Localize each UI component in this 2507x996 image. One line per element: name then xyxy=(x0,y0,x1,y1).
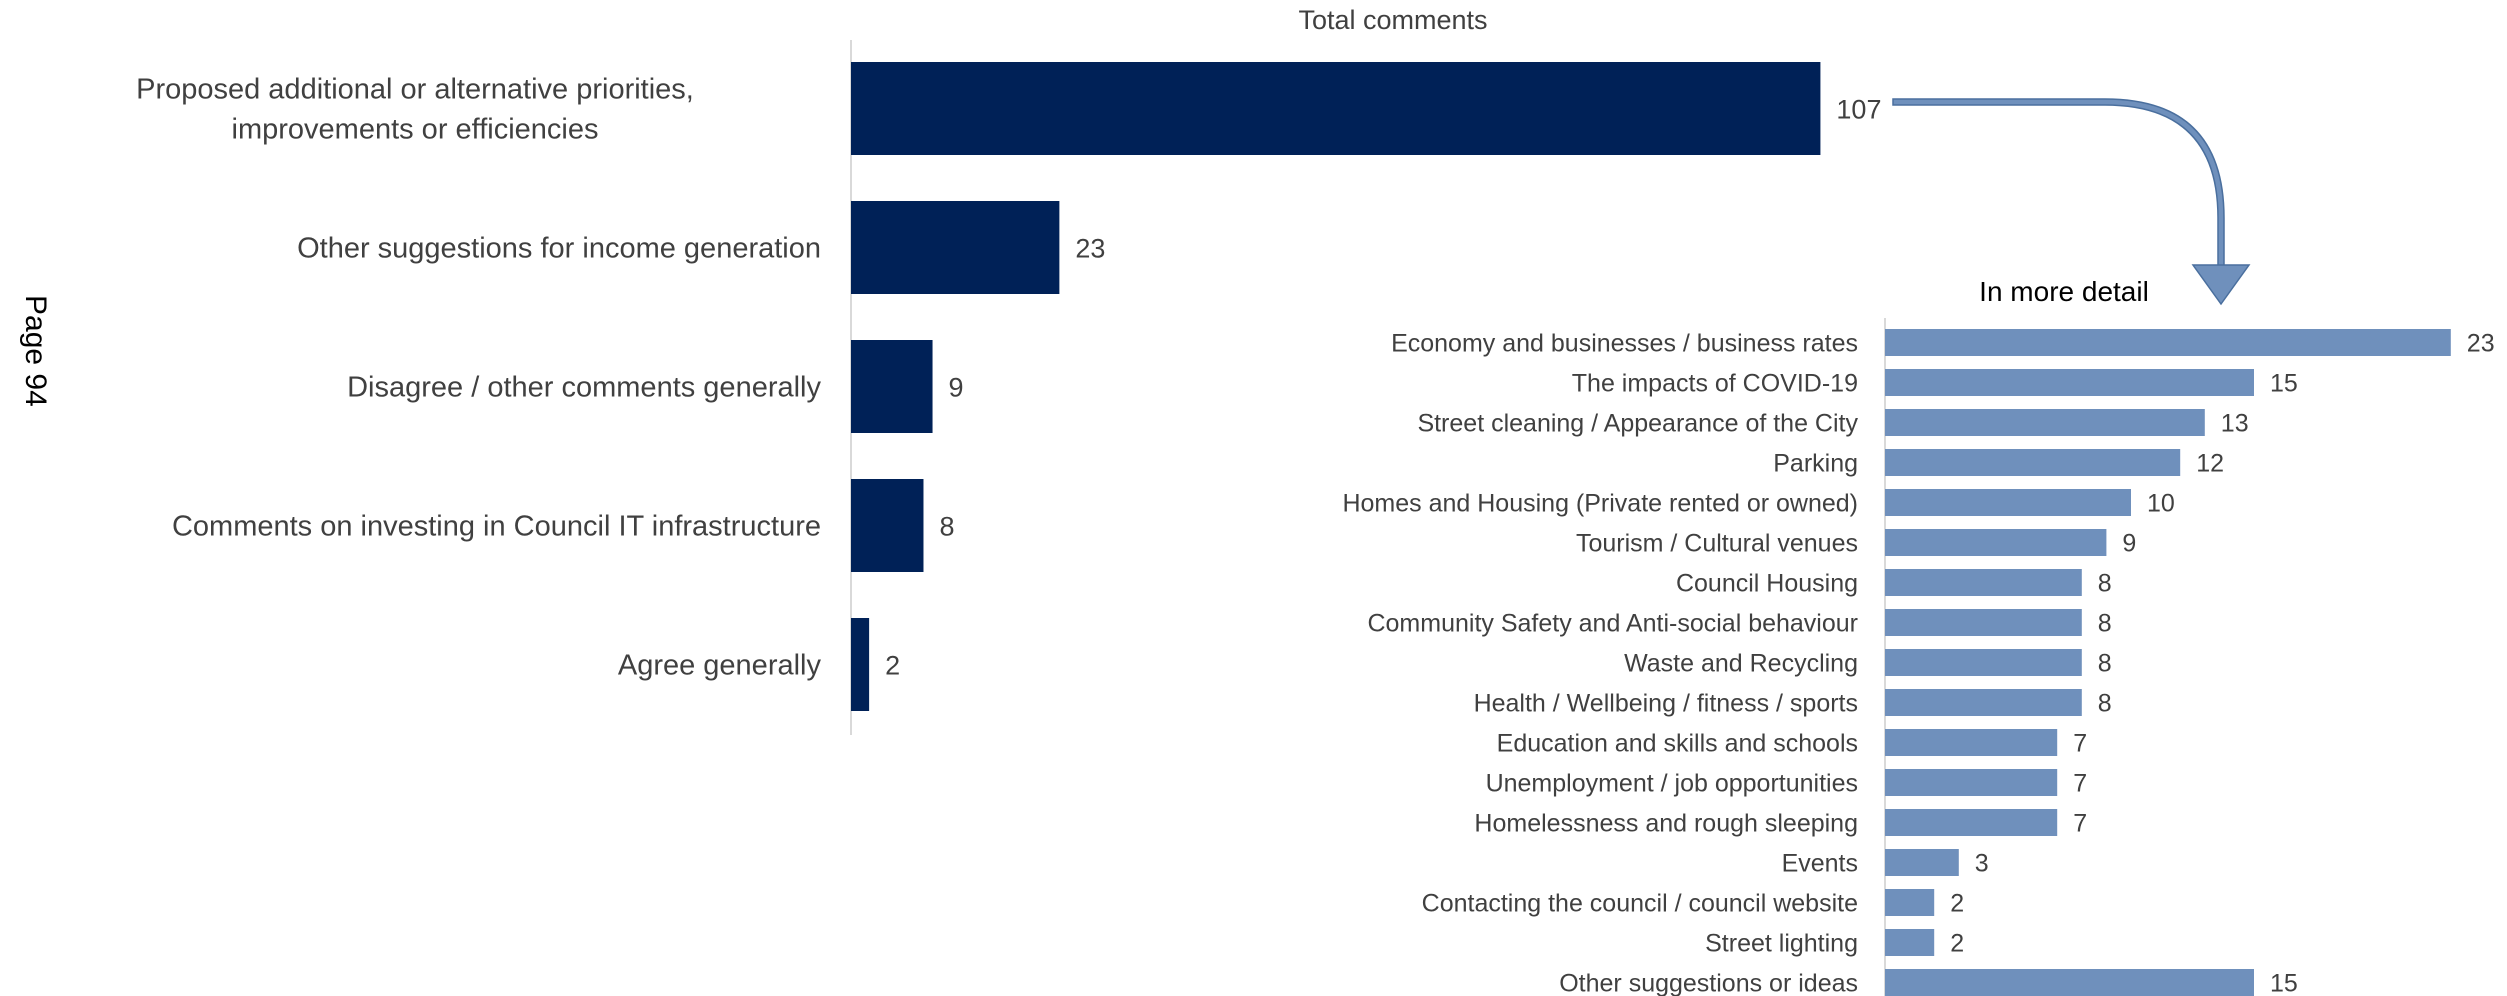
detail-data-label: 2 xyxy=(1950,890,1964,918)
detail-chart: In more detail Economy and businesses / b… xyxy=(1342,276,2495,996)
detail-data-label: 15 xyxy=(2270,970,2298,996)
main-bar xyxy=(851,62,1821,155)
detail-bar xyxy=(1885,889,1935,916)
main-data-label: 107 xyxy=(1836,95,1881,125)
main-data-label: 2 xyxy=(885,651,900,681)
detail-data-label: 7 xyxy=(2073,810,2087,838)
arrow-shaft xyxy=(1892,98,2225,269)
detail-category-label: Other suggestions or ideas xyxy=(1559,970,1858,996)
detail-data-label: 3 xyxy=(1975,850,1989,878)
detail-bar xyxy=(1885,729,2058,756)
total-comments-chart: Total comments Proposed additional or alt… xyxy=(136,5,1881,735)
detail-category-label: Waste and Recycling xyxy=(1624,650,1858,678)
main-bar xyxy=(851,618,870,711)
detail-category-label: Street lighting xyxy=(1705,930,1858,958)
detail-category-label: Community Safety and Anti-social behavio… xyxy=(1367,610,1858,638)
detail-bar xyxy=(1885,329,2451,356)
detail-bar xyxy=(1885,769,2058,796)
detail-data-label: 7 xyxy=(2073,770,2087,798)
detail-data-label: 10 xyxy=(2147,490,2175,518)
main-data-label: 9 xyxy=(949,373,964,403)
detail-category-label: Council Housing xyxy=(1676,570,1858,598)
detail-bar xyxy=(1885,809,2058,836)
detail-data-label: 23 xyxy=(2467,330,2495,358)
detail-category-label: Street cleaning / Appearance of the City xyxy=(1417,410,1858,438)
detail-bar xyxy=(1885,649,2082,676)
detail-bar xyxy=(1885,529,2107,556)
detail-data-label: 7 xyxy=(2073,730,2087,758)
detail-category-label: Tourism / Cultural venues xyxy=(1576,530,1858,558)
detail-bar xyxy=(1885,609,2082,636)
detail-bar xyxy=(1885,409,2205,436)
detail-bar xyxy=(1885,929,1935,956)
detail-category-label: Parking xyxy=(1773,450,1858,478)
main-bar xyxy=(851,479,924,572)
main-category-label: Proposed additional or alternative prior… xyxy=(136,74,694,146)
detail-bar xyxy=(1885,449,2181,476)
main-bar xyxy=(851,201,1060,294)
detail-category-label: Health / Wellbeing / fitness / sports xyxy=(1474,690,1858,718)
main-category-label: Comments on investing in Council IT infr… xyxy=(172,511,821,543)
detail-data-label: 8 xyxy=(2098,650,2112,678)
main-category-label: Agree generally xyxy=(618,650,822,682)
detail-chart-title: In more detail xyxy=(1979,276,2149,307)
detail-category-label: Economy and businesses / business rates xyxy=(1391,330,1858,358)
detail-bar xyxy=(1885,689,2082,716)
detail-category-label: Unemployment / job opportunities xyxy=(1486,770,1858,798)
main-bar xyxy=(851,340,933,433)
detail-bar xyxy=(1885,489,2131,516)
detail-category-label: Contacting the council / council website xyxy=(1422,890,1858,918)
main-data-label: 8 xyxy=(939,512,954,542)
main-data-label: 23 xyxy=(1075,234,1105,264)
detail-data-label: 8 xyxy=(2098,570,2112,598)
detail-bar xyxy=(1885,849,1959,876)
detail-category-label: The impacts of COVID-19 xyxy=(1572,370,1858,398)
detail-bar xyxy=(1885,969,2254,996)
detail-category-label: Education and skills and schools xyxy=(1497,730,1858,758)
main-chart-title: Total comments xyxy=(1298,5,1487,35)
detail-data-label: 8 xyxy=(2098,610,2112,638)
detail-data-label: 8 xyxy=(2098,690,2112,718)
detail-data-label: 15 xyxy=(2270,370,2298,398)
detail-category-label: Homelessness and rough sleeping xyxy=(1474,810,1858,838)
detail-category-label: Events xyxy=(1782,850,1858,878)
detail-bar xyxy=(1885,569,2082,596)
arrow-head xyxy=(2191,264,2251,306)
main-category-label: Disagree / other comments generally xyxy=(347,372,821,404)
detail-data-label: 9 xyxy=(2122,530,2136,558)
detail-bar xyxy=(1885,369,2254,396)
detail-category-label: Homes and Housing (Private rented or own… xyxy=(1342,490,1858,518)
page-number-text: Page 94 xyxy=(19,295,52,407)
detail-data-label: 12 xyxy=(2196,450,2224,478)
main-category-label: Other suggestions for income generation xyxy=(297,233,821,265)
detail-arrow-connector xyxy=(1892,98,2251,306)
detail-data-label: 2 xyxy=(1950,930,1964,958)
detail-data-label: 13 xyxy=(2221,410,2249,438)
